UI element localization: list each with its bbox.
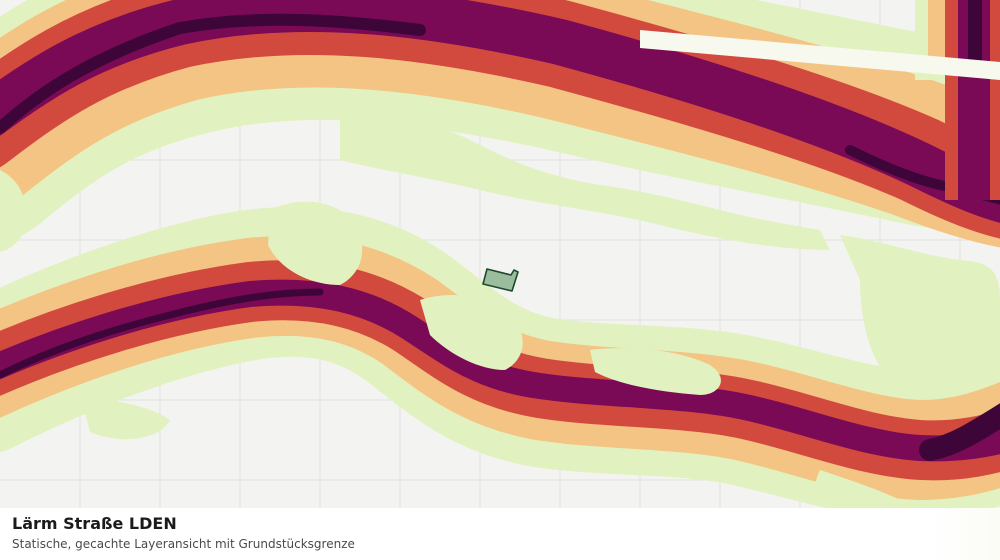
- northeast-pale-strip: [640, 30, 1000, 80]
- legend-title: Lärm Straße LDEN: [12, 514, 177, 533]
- south-band-dark: [0, 279, 1000, 462]
- noise-map-view[interactable]: [0, 0, 1000, 508]
- legend-edge-fade: [928, 508, 1000, 560]
- north-band-darkest: [0, 13, 426, 134]
- northeast-branch-noise: [640, 0, 1000, 200]
- north-road-noise: [0, 0, 1000, 248]
- legend-subtitle: Statische, gecachte Layeransicht mit Gru…: [12, 537, 355, 551]
- northeast-band-darkest: [968, 0, 982, 70]
- south-band-darkest: [0, 288, 324, 379]
- north-band-dark: [0, 0, 1000, 223]
- noise-map-canvas: [0, 0, 1000, 508]
- parcel-outline-icon[interactable]: [482, 268, 519, 292]
- north-green-blobs: [0, 116, 1000, 390]
- map-legend: Lärm Straße LDEN Statische, gecachte Lay…: [0, 508, 1000, 560]
- south-green-blobs: [80, 201, 900, 508]
- south-road-noise: [0, 206, 1000, 508]
- parcel-boundary[interactable]: [482, 268, 519, 292]
